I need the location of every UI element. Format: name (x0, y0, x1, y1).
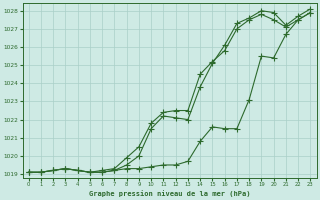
X-axis label: Graphe pression niveau de la mer (hPa): Graphe pression niveau de la mer (hPa) (89, 190, 250, 197)
